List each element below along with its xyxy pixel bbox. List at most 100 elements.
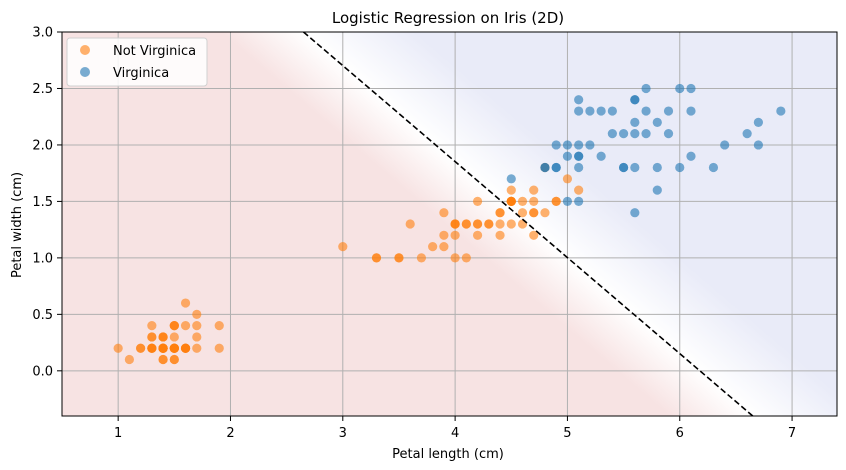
data-point xyxy=(158,332,168,342)
data-point xyxy=(675,83,685,94)
y-tick-label: 1.5 xyxy=(32,195,53,210)
x-tick-label: 6 xyxy=(676,426,684,441)
data-point xyxy=(506,174,516,184)
data-point xyxy=(416,253,427,263)
data-point xyxy=(641,106,651,116)
series-virginica xyxy=(506,83,786,218)
data-point xyxy=(484,219,494,229)
data-point xyxy=(641,83,651,94)
data-point xyxy=(169,332,179,342)
plot-area xyxy=(61,31,838,417)
data-point xyxy=(753,117,763,127)
data-point xyxy=(180,321,191,331)
legend: Not Virginica Virginica xyxy=(66,37,208,87)
data-point xyxy=(574,106,584,116)
x-tick-label: 7 xyxy=(788,426,796,441)
data-point xyxy=(675,162,685,173)
data-point xyxy=(630,129,640,139)
data-point xyxy=(472,196,483,207)
data-point xyxy=(147,343,157,353)
legend-marker-not-virginica xyxy=(80,45,90,55)
chart-title: Logistic Regression on Iris (2D) xyxy=(332,9,564,27)
legend-box xyxy=(66,37,208,87)
x-tick-label: 2 xyxy=(226,426,234,441)
data-point xyxy=(450,230,460,240)
data-point xyxy=(574,140,584,150)
data-point xyxy=(562,140,573,150)
data-point xyxy=(596,151,606,161)
data-point xyxy=(450,219,460,229)
y-tick-label: 0.5 xyxy=(32,308,53,323)
data-point xyxy=(180,298,191,308)
data-point xyxy=(147,321,157,331)
data-point xyxy=(585,140,595,150)
data-point xyxy=(529,196,539,207)
data-point xyxy=(495,219,505,229)
data-point xyxy=(517,208,528,218)
data-point xyxy=(439,230,449,240)
data-point xyxy=(180,343,191,353)
data-point xyxy=(428,241,438,252)
data-point xyxy=(652,117,662,127)
data-point xyxy=(439,208,449,218)
y-tick-label: 3.0 xyxy=(32,26,53,41)
data-point xyxy=(562,196,573,207)
x-axis-ticks: 1 2 3 4 5 6 7 xyxy=(114,416,796,441)
data-point xyxy=(686,83,696,94)
data-point xyxy=(641,129,651,139)
data-point xyxy=(506,196,516,207)
x-axis-label: Petal length (cm) xyxy=(392,447,504,462)
y-tick-label: 1.0 xyxy=(32,251,53,266)
data-point xyxy=(596,106,606,116)
data-point xyxy=(551,140,561,150)
data-point xyxy=(574,185,584,195)
y-tick-label: 2.0 xyxy=(32,138,53,153)
data-point xyxy=(663,106,674,116)
y-axis-ticks: 0.0 0.5 1.0 1.5 2.0 2.5 3.0 xyxy=(32,26,62,379)
data-point xyxy=(574,95,584,105)
data-point xyxy=(124,354,134,365)
data-point xyxy=(169,321,179,331)
data-point xyxy=(720,140,730,150)
data-point xyxy=(192,343,202,353)
data-point xyxy=(686,151,696,161)
data-point xyxy=(394,253,404,263)
data-point xyxy=(585,106,595,116)
data-point xyxy=(652,162,662,173)
data-point xyxy=(618,129,629,139)
data-point xyxy=(136,343,146,353)
y-tick-label: 0.0 xyxy=(32,364,53,379)
data-point xyxy=(338,241,348,252)
x-tick-label: 4 xyxy=(451,426,459,441)
data-point xyxy=(147,332,157,342)
legend-label-virginica: Virginica xyxy=(113,66,169,81)
data-point xyxy=(192,309,202,319)
data-point xyxy=(371,253,382,263)
data-point xyxy=(630,162,640,173)
data-point xyxy=(461,253,471,263)
data-point xyxy=(461,219,471,229)
data-point xyxy=(495,230,505,240)
data-point xyxy=(158,343,168,353)
decision-region-background xyxy=(62,32,837,416)
series-not-virginica xyxy=(113,162,584,365)
data-point xyxy=(607,129,617,139)
data-point xyxy=(169,354,179,365)
data-point xyxy=(506,185,516,195)
data-point xyxy=(529,185,539,195)
data-point xyxy=(506,219,516,229)
data-point xyxy=(607,106,617,116)
data-point xyxy=(562,174,573,184)
data-point xyxy=(574,162,584,173)
data-point xyxy=(630,117,640,127)
x-tick-label: 3 xyxy=(339,426,347,441)
data-point xyxy=(169,343,179,353)
data-point xyxy=(472,219,483,229)
data-point xyxy=(113,343,123,353)
data-point xyxy=(618,162,629,173)
data-point xyxy=(776,106,786,116)
data-point xyxy=(192,332,202,342)
data-point xyxy=(686,106,696,116)
data-point xyxy=(540,208,550,218)
